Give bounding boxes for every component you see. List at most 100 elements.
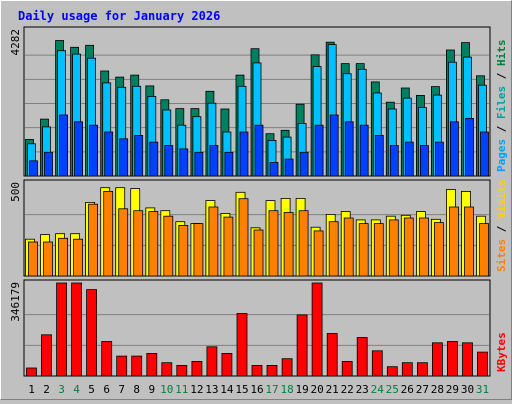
bar-pages-25 — [389, 145, 399, 177]
bar-sites-10 — [163, 215, 174, 277]
bar-sites-4 — [73, 238, 83, 277]
bar-pages-12 — [194, 151, 204, 177]
x-tick-label-15: 15 — [235, 383, 248, 396]
x-tick-label-21: 21 — [326, 383, 339, 396]
bar-pages-18 — [284, 158, 294, 177]
x-tick-label-7: 7 — [118, 383, 125, 396]
bar-sites-6 — [103, 190, 114, 277]
bar-pages-15 — [239, 131, 249, 177]
x-tick-label-2: 2 — [43, 383, 50, 396]
bar-kbytes-19 — [296, 314, 308, 377]
x-tick-label-10: 10 — [160, 383, 173, 396]
legend-entry: / — [495, 219, 508, 239]
series-kbytes — [26, 282, 488, 377]
bar-sites-26 — [403, 217, 414, 277]
bar-pages-24 — [374, 134, 384, 177]
bar-sites-27 — [418, 217, 429, 277]
bar-kbytes-27 — [416, 362, 428, 377]
x-tick-label-31: 31 — [476, 383, 489, 396]
bar-sites-12 — [193, 223, 204, 277]
bar-pages-22 — [344, 121, 354, 177]
y-axis-max-label: 4282 — [9, 29, 22, 56]
x-tick-label-14: 14 — [220, 383, 234, 396]
bar-kbytes-1 — [26, 367, 37, 377]
bar-pages-9 — [149, 141, 159, 177]
bar-sites-23 — [358, 223, 369, 277]
bar-kbytes-23 — [356, 337, 368, 377]
bar-kbytes-14 — [221, 352, 233, 377]
bar-sites-19 — [298, 210, 309, 277]
bar-kbytes-4 — [71, 282, 82, 377]
bar-kbytes-16 — [251, 364, 263, 377]
x-tick-label-1: 1 — [28, 383, 35, 396]
x-tick-label-29: 29 — [446, 383, 459, 396]
bar-kbytes-3 — [56, 282, 67, 377]
bar-pages-27 — [419, 145, 429, 177]
series-sites — [28, 190, 489, 277]
bar-pages-3 — [59, 114, 68, 177]
bar-sites-21 — [328, 221, 339, 277]
bar-sites-30 — [464, 206, 474, 277]
bar-sites-29 — [448, 206, 459, 277]
bar-pages-28 — [434, 141, 444, 177]
x-tick-label-19: 19 — [295, 383, 308, 396]
x-tick-label-25: 25 — [386, 383, 399, 396]
x-tick-label-22: 22 — [341, 383, 354, 396]
bar-kbytes-26 — [401, 362, 413, 377]
bar-kbytes-17 — [266, 364, 278, 377]
bar-pages-8 — [134, 134, 144, 177]
bar-pages-19 — [299, 151, 309, 177]
legend-entry: Hits — [495, 40, 508, 67]
x-tick-label-24: 24 — [371, 383, 385, 396]
bar-pages-2 — [44, 151, 53, 177]
legend-kbytes: KBytes — [495, 332, 508, 372]
bar-sites-18 — [283, 212, 294, 277]
bar-kbytes-10 — [161, 362, 173, 377]
bar-pages-31 — [480, 131, 489, 177]
x-tick-label-23: 23 — [356, 383, 369, 396]
bar-kbytes-9 — [146, 352, 158, 377]
bar-kbytes-25 — [386, 366, 398, 377]
bar-pages-7 — [119, 138, 129, 177]
bar-kbytes-15 — [236, 313, 248, 377]
x-tick-label-12: 12 — [190, 383, 203, 396]
bar-sites-13 — [208, 206, 219, 277]
bar-kbytes-5 — [86, 289, 97, 377]
x-tick-label-27: 27 — [416, 383, 429, 396]
series-pages — [29, 114, 489, 177]
legend-entry: KBytes — [495, 332, 508, 372]
bar-pages-4 — [74, 121, 83, 177]
bar-sites-25 — [388, 219, 399, 277]
bar-sites-14 — [223, 216, 234, 277]
y-axis-max-label: 500 — [9, 182, 22, 202]
bar-sites-7 — [118, 208, 129, 277]
legend-entry: Sites — [495, 239, 508, 272]
bar-pages-17 — [269, 162, 279, 177]
bar-kbytes-28 — [431, 342, 443, 377]
bar-kbytes-22 — [341, 360, 353, 377]
bar-kbytes-11 — [176, 364, 188, 377]
bar-kbytes-8 — [131, 355, 143, 377]
bar-kbytes-12 — [191, 360, 203, 377]
x-tick-label-26: 26 — [401, 383, 414, 396]
bar-pages-23 — [359, 124, 369, 177]
chart-title: Daily usage for January 2026 — [18, 9, 220, 23]
bar-sites-28 — [433, 222, 444, 277]
bar-kbytes-7 — [116, 355, 128, 377]
bar-pages-26 — [404, 141, 414, 177]
bar-pages-21 — [329, 114, 339, 177]
bar-sites-22 — [343, 217, 354, 277]
x-tick-label-4: 4 — [73, 383, 80, 396]
bar-pages-29 — [449, 121, 459, 177]
bar-kbytes-24 — [371, 350, 383, 377]
bar-sites-17 — [268, 210, 279, 277]
bar-sites-9 — [148, 211, 159, 277]
legend-hits-files-pages: Pages / Files / Hits — [495, 40, 508, 173]
bar-sites-5 — [88, 203, 98, 277]
bar-pages-10 — [164, 145, 174, 177]
x-tick-label-17: 17 — [265, 383, 278, 396]
bar-sites-24 — [373, 223, 384, 277]
